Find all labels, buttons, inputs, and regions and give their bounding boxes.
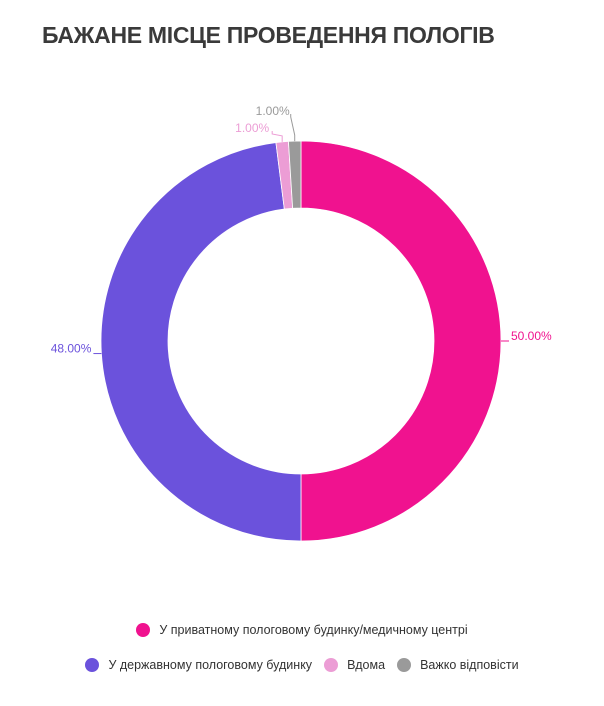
legend-row: У державному пологовому будинку Вдома Важк… bbox=[0, 647, 604, 682]
data-label: 1.00% bbox=[235, 121, 269, 135]
legend-item[interactable]: Вдома bbox=[324, 657, 386, 672]
legend-row: У приватному пологовому будинку/медичном… bbox=[0, 612, 604, 647]
legend-label: У приватному пологовому будинку/медичном… bbox=[159, 622, 468, 637]
donut-slice bbox=[300, 140, 502, 542]
legend-item[interactable]: У приватному пологовому будинку/медичном… bbox=[136, 622, 468, 637]
leader-line bbox=[290, 114, 296, 142]
donut-slice bbox=[100, 142, 302, 542]
legend-label: Важко відповісти bbox=[420, 657, 519, 672]
legend-label: У державному пологовому будинку bbox=[108, 657, 313, 672]
legend-marker bbox=[397, 657, 412, 672]
data-label: 1.00% bbox=[256, 104, 290, 118]
data-label: 50.00% bbox=[511, 329, 552, 343]
legend-item[interactable]: Важко відповісти bbox=[397, 657, 519, 672]
legend-item[interactable]: У державному пологовому будинку bbox=[85, 657, 313, 672]
legend-marker bbox=[85, 657, 100, 672]
legend-marker bbox=[136, 622, 151, 637]
donut-slice bbox=[288, 140, 302, 209]
data-label: 48.00% bbox=[51, 342, 92, 356]
leader-line bbox=[271, 131, 283, 142]
legend-marker bbox=[324, 657, 339, 672]
legend-label: Вдома bbox=[347, 657, 386, 672]
chart: 50.00% 48.00% 1.00% 1.00% bbox=[51, 104, 552, 542]
legend: У приватному пологовому будинку/медичном… bbox=[0, 612, 604, 682]
chart-title: БАЖАНЕ МІСЦЕ ПРОВЕДЕННЯ ПОЛОГІВ bbox=[42, 22, 495, 48]
